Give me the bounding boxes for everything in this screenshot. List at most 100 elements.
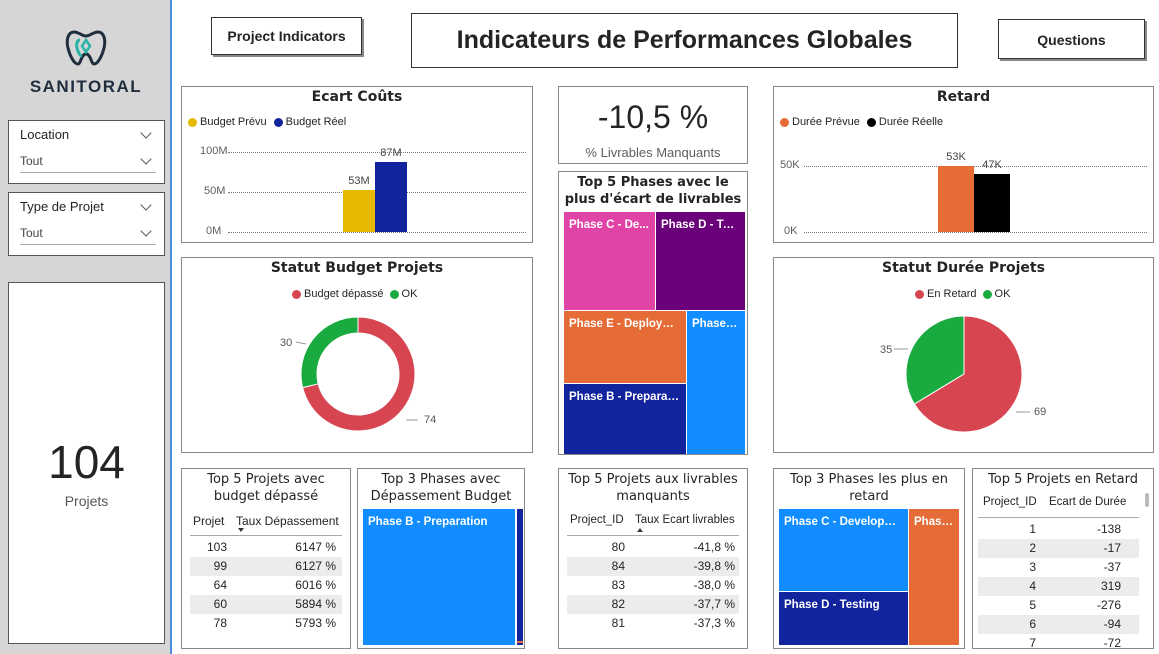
table-row[interactable]: 4 319 [978, 577, 1139, 596]
table-cell: 5793 % [295, 616, 336, 630]
bar-value-label: 53K [946, 151, 966, 164]
table-cell: -94 [1103, 617, 1121, 631]
page-title: Indicateurs de Performances Globales [411, 13, 958, 68]
treemap-tile[interactable]: Phase B - Preparati... [564, 384, 686, 454]
treemap-tile[interactable]: Phase C - Developm... [779, 509, 908, 591]
table-row[interactable]: 60 5894 % [190, 595, 342, 614]
treemap-tile-small[interactable] [517, 641, 523, 643]
bar-budget-r-el[interactable] [375, 162, 407, 232]
chevron-down-icon[interactable] [140, 199, 152, 211]
projets-count: 104 [48, 436, 125, 488]
top5-projets-livrables-card: Top 5 Projets aux livrables manquants Pr… [558, 468, 748, 649]
top5-phases-livrables-title: Top 5 Phases avec le plus d'écart de liv… [564, 175, 742, 207]
top5-projets-budget-card: Top 5 Projets avec budget dépassé Projet… [181, 468, 351, 649]
table-cell: -37,3 % [693, 616, 735, 630]
table-cell: 81 [611, 616, 625, 630]
livrables-kpi-label: % Livrables Manquants [585, 145, 721, 160]
table-row[interactable]: 99 6127 % [190, 557, 342, 576]
slice-value-label: 74 [424, 414, 436, 426]
treemap-tile[interactable]: Phase B - Preparation [363, 509, 515, 645]
table-row[interactable]: 83 -38,0 % [567, 576, 739, 595]
gridline [228, 152, 526, 153]
table-cell: -37 [1103, 560, 1121, 574]
ecart-couts-card: Ecart Coûts Budget Prévu Budget Réel 100… [181, 86, 533, 243]
table-row[interactable]: 2 -17 [978, 539, 1139, 558]
table-cell: 103 [206, 540, 227, 554]
table-row[interactable]: 84 -39,8 % [567, 557, 739, 576]
table-row[interactable]: 1 -138 [978, 520, 1139, 539]
slice-value-label: 30 [280, 337, 292, 349]
table-cell: 4 [1029, 579, 1036, 593]
treemap-tile-small[interactable] [517, 509, 523, 645]
chevron-down-icon [140, 225, 152, 237]
table-cell: 6 [1029, 617, 1036, 631]
slice-en-retard[interactable] [913, 315, 1023, 433]
table-cell: 6127 % [295, 559, 336, 573]
chevron-down-icon[interactable] [140, 127, 152, 139]
bar-budget-pr-vu[interactable] [343, 189, 375, 232]
table-cell: 2 [1029, 541, 1036, 555]
location-slicer[interactable]: Location Tout [8, 120, 165, 184]
statut-budget-legend: Budget dépassé OK [292, 288, 417, 300]
y-tick: 50K [780, 159, 800, 171]
top5-projets-livrables-table: Project_ID Taux Ecart livrables 80 -41,8 … [567, 511, 739, 643]
table-cell: -37,7 % [693, 597, 735, 611]
column-header[interactable]: Project_ID [570, 514, 624, 526]
project-indicators-button[interactable]: Project Indicators [211, 17, 362, 55]
legend-label: Durée Prévue [792, 116, 860, 128]
table-row[interactable]: 7 -72 [978, 634, 1139, 647]
location-dropdown[interactable]: Tout [20, 151, 156, 173]
bar-dur-e-r-elle[interactable] [974, 173, 1010, 232]
table-row[interactable]: 5 -276 [978, 596, 1139, 615]
column-header[interactable]: Project_ID [983, 496, 1037, 508]
treemap-tile[interactable]: Phase D - Tes... [656, 212, 745, 310]
header-divider [978, 517, 1139, 518]
treemap-tile[interactable]: Phase E - Deploym... [564, 311, 686, 383]
questions-button[interactable]: Questions [998, 19, 1145, 59]
type-projet-value: Tout [20, 226, 43, 240]
treemap-tile[interactable]: Phase F... [687, 311, 745, 454]
type-projet-slicer-label: Type de Projet [20, 199, 104, 214]
table-row[interactable]: 82 -37,7 % [567, 595, 739, 614]
table-row[interactable]: 64 6016 % [190, 576, 342, 595]
retard-card: Retard Durée Prévue Durée Réelle 50K 0K … [773, 86, 1154, 243]
top5-projets-retard-table[interactable]: Project_ID Ecart de Durée 1 -138 2 -17 3 -37 4… [978, 493, 1139, 647]
table-cell: 78 [213, 616, 227, 630]
table-row[interactable]: 6 -94 [978, 615, 1139, 634]
slice-ok[interactable] [905, 315, 965, 405]
treemap-tile[interactable]: Phase D - Testing [779, 592, 908, 645]
column-header[interactable]: Taux Dépassement [236, 514, 339, 528]
column-header[interactable]: Ecart de Durée [1049, 496, 1127, 508]
table-row[interactable]: 80 -41,8 % [567, 538, 739, 557]
table-cell: 5 [1029, 598, 1036, 612]
slice-ok[interactable] [300, 316, 359, 389]
legend-label: Durée Réelle [878, 116, 944, 128]
y-tick: 0K [784, 225, 798, 237]
slice-value-label: 69 [1034, 406, 1046, 418]
column-header[interactable]: Taux Ecart livrables [635, 514, 735, 526]
table-cell: 6147 % [295, 540, 336, 554]
scrollbar-thumb[interactable] [1145, 493, 1149, 507]
bar-dur-e-pr-vue[interactable] [938, 166, 974, 232]
table-row[interactable]: 3 -37 [978, 558, 1139, 577]
table-row[interactable]: 81 -37,3 % [567, 614, 739, 633]
column-header[interactable]: Projet [193, 514, 225, 528]
statut-duree-card: Statut Durée Projets En Retard OK 35 69 [773, 257, 1154, 453]
legend-dot [273, 117, 283, 127]
treemap-tile[interactable]: Phase C - De... [564, 212, 655, 310]
table-row[interactable]: 78 5793 % [190, 614, 342, 633]
table-cell: -41,8 % [693, 540, 735, 554]
table-cell: 99 [213, 559, 227, 573]
slice-budget-d-pass-[interactable] [302, 316, 416, 432]
treemap-tile[interactable]: Phase... [909, 509, 959, 645]
table-cell: 7 [1029, 636, 1036, 647]
header-divider [567, 535, 739, 536]
table-cell: 60 [213, 597, 227, 611]
table-cell: -17 [1103, 541, 1121, 555]
table-row[interactable]: 103 6147 % [190, 538, 342, 557]
type-projet-slicer[interactable]: Type de Projet Tout [8, 192, 165, 256]
table-cell: 3 [1029, 560, 1036, 574]
type-projet-dropdown[interactable]: Tout [20, 223, 156, 245]
top3-phases-budget-title: Top 3 Phases avec Dépassement Budget [370, 472, 512, 504]
chevron-down-icon [140, 153, 152, 165]
